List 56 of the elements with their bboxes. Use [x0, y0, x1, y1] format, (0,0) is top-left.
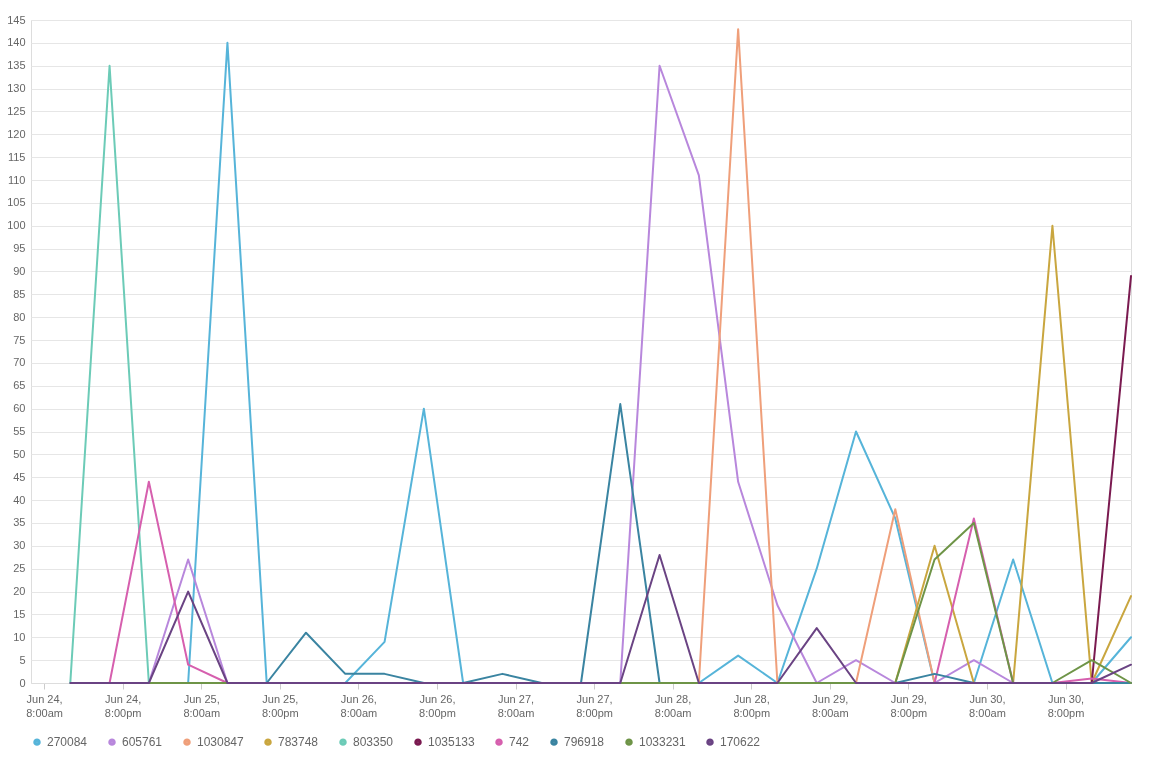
y-tick-label: 10	[13, 630, 26, 643]
x-tick-label: Jun 25, 8:00am	[183, 692, 221, 719]
y-tick-label: 85	[13, 287, 26, 300]
x-tick-label: Jun 27, 8:00am	[497, 692, 535, 719]
line-series	[69, 553, 1132, 684]
y-tick-label: 95	[13, 242, 26, 255]
legend-label: 270084	[47, 735, 88, 750]
y-tick-label: 110	[7, 173, 26, 186]
x-tick-label: Jun 29, 8:00am	[811, 692, 849, 719]
x-tick-label: Jun 29, 8:00pm	[890, 692, 928, 719]
legend-label: 170622	[720, 735, 761, 750]
y-tick-label: 70	[13, 356, 26, 369]
y-tick-label: 55	[13, 425, 26, 438]
y-tick-label: 0	[19, 676, 26, 689]
y-tick-label: 60	[13, 402, 26, 415]
x-tick-label: Jun 26, 8:00pm	[419, 692, 456, 719]
x-tick-label: Jun 30, 8:00pm	[1047, 692, 1085, 719]
legend-label: 803350	[353, 735, 394, 750]
y-tick-label: 40	[13, 493, 26, 506]
y-tick-label: 120	[7, 127, 26, 140]
x-tick-label: Jun 30, 8:00am	[969, 692, 1006, 719]
y-tick-label: 35	[13, 516, 26, 529]
x-tick-label: Jun 27, 8:00pm	[576, 692, 613, 719]
y-tick-label: 20	[13, 585, 26, 598]
legend-label: 1033231	[639, 735, 687, 750]
x-tick-label: Jun 26, 8:00am	[340, 692, 378, 719]
y-tick-label: 50	[13, 447, 26, 460]
x-tick-label: Jun 28, 8:00am	[654, 692, 692, 719]
y-tick-label: 15	[13, 607, 26, 620]
y-tick-label: 5	[19, 653, 26, 666]
y-tick-label: 140	[7, 36, 26, 49]
x-tick-label: Jun 24, 8:00pm	[104, 692, 142, 719]
y-tick-label: 30	[13, 539, 26, 552]
x-tick-label: Jun 28, 8:00pm	[733, 692, 771, 719]
line-series	[894, 224, 1132, 684]
y-tick-label: 135	[7, 59, 26, 72]
legend-label: 742	[509, 735, 530, 750]
y-tick-label: 90	[13, 264, 26, 277]
y-tick-label: 75	[13, 333, 26, 346]
legend-label: 796918	[564, 735, 605, 750]
y-tick-label: 125	[7, 104, 26, 117]
y-tick-label: 25	[13, 562, 26, 575]
y-tick-label: 115	[7, 150, 26, 163]
y-tick-label: 145	[7, 13, 26, 26]
y-tick-label: 45	[13, 470, 26, 483]
x-tick-label: Jun 25, 8:00pm	[261, 692, 299, 719]
legend-label: 783748	[278, 735, 319, 750]
legend-label: 1035133	[428, 735, 476, 750]
legend-label: 1030847	[197, 735, 245, 750]
x-tick-label: Jun 24, 8:00am	[26, 692, 63, 719]
y-tick-label: 105	[7, 196, 26, 209]
y-tick-label: 80	[13, 310, 26, 323]
y-tick-label: 100	[7, 219, 26, 232]
y-tick-label: 130	[7, 82, 26, 95]
y-tick-label: 65	[13, 379, 26, 392]
legend-label: 605761	[122, 735, 163, 750]
